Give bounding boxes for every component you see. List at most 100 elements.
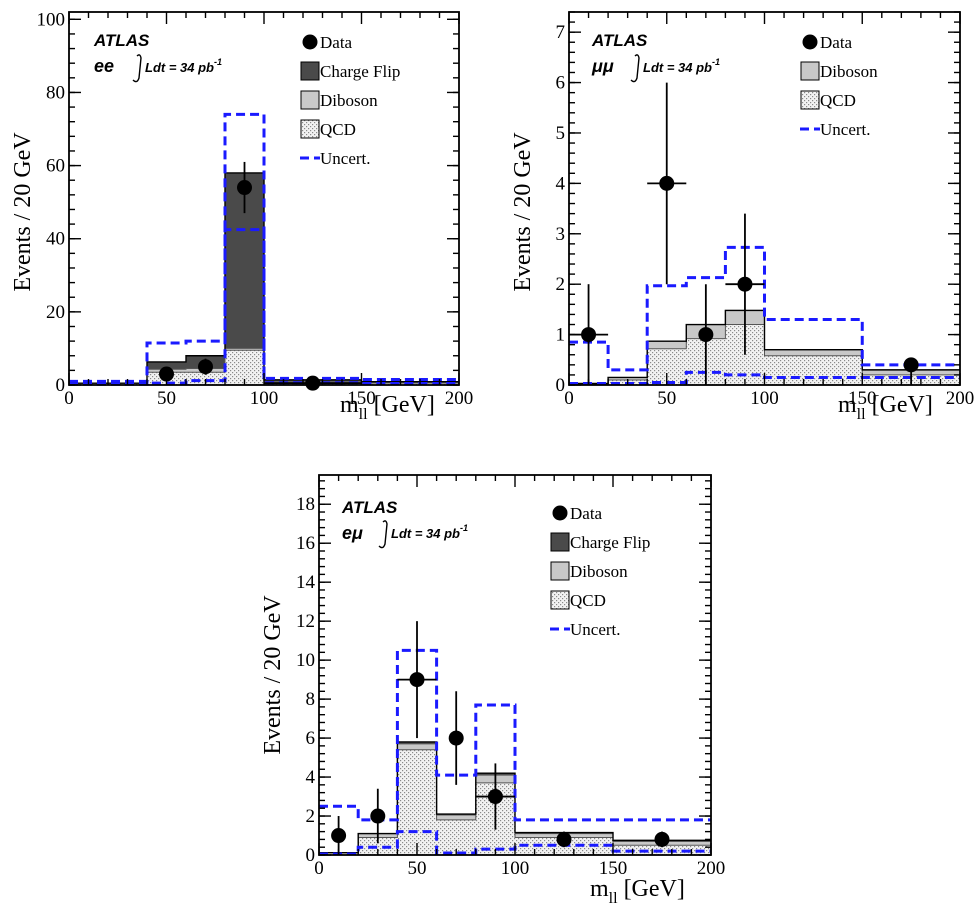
luminosity-label-ee: Ldt = 34 pb-1 [132,54,222,83]
y-tick-label: 8 [306,689,316,710]
x-tick-label: 50 [657,388,676,409]
x-tick-label: 150 [599,858,628,879]
uncert-up-line [569,245,960,372]
x-axis-label-ee: mll [GeV] [340,392,435,423]
uncert-down-line [319,830,711,856]
diboson-bar [647,341,687,349]
data-point [448,691,464,785]
legend-entry-data: Data [302,33,353,52]
legend-label-qcd: QCD [320,120,356,139]
y-tick-label: 16 [296,533,315,554]
legend-entry-uncert: Uncert. [800,120,871,139]
legend-label-diboson: Diboson [320,91,378,110]
data-point [725,213,765,355]
x-tick-label: 0 [64,388,74,409]
chargeflip-bar [397,741,437,744]
y-tick-label: 80 [46,82,65,103]
channel-label-ee: ee [94,56,114,76]
legend-label-qcd: QCD [820,91,856,110]
legend-label-data: Data [820,33,853,52]
x-axis-label-mumu: mll [GeV] [838,392,933,423]
total-outline [319,741,711,854]
diboson-bar [608,377,648,380]
x-tick-label: 150 [347,388,376,409]
y-tick-label: 4 [306,767,316,788]
qcd-bar [358,837,398,855]
atlas-label-ee: ATLAS [93,31,150,50]
legend-label-qcd: QCD [570,591,606,610]
x-axis-label-emu: mll [GeV] [590,876,685,907]
x-tick-label: 0 [564,388,574,409]
y-tick-label: 7 [556,22,566,43]
y-tick-label: 40 [46,229,65,250]
panel-mumu: 0 50 100 150 200 0 1 2 3 4 5 6 7 Events / 20 GeV mll… [510,11,974,423]
y-tick-label: 12 [296,611,315,632]
data-point [569,284,609,385]
plot-area-ee: 0 50 100 150 200 0 20 40 60 80 100 [37,9,474,409]
legend-entry-data: Data [552,504,603,523]
legend-entry-uncert: Uncert. [300,149,371,168]
data-point [903,357,919,385]
svg-text:Ldt = 34 pb-1: Ldt = 34 pb-1 [145,57,222,75]
luminosity-label-emu: Ldt = 34 pb-1 [378,520,468,549]
uncert-up-line [319,648,711,822]
qcd-outline [319,749,711,854]
panel-emu: 0 50 100 150 200 0 2 4 6 8 10 12 14 16 18 Events / 20 … [260,474,725,907]
x-tick-label: 150 [848,388,877,409]
legend-label-uncert: Uncert. [320,149,371,168]
legend-label-uncert: Uncert. [570,620,621,639]
plot-area-emu: 0 50 100 150 200 0 2 4 6 8 10 12 14 16 18 [296,474,725,879]
legend-entry-data: Data [802,33,853,52]
data-point [237,161,252,214]
svg-text:Ldt = 34 pb-1: Ldt = 34 pb-1 [391,523,468,541]
data-point [475,763,515,830]
legend-entry-qcd: QCD [550,590,606,610]
legend-entry-diboson: Diboson [550,561,628,581]
channel-label-emu: eμ [342,523,363,543]
x-tick-label: 100 [250,388,279,409]
y-axis-label-ee: Events / 20 GeV [10,132,36,292]
y-tick-label: 6 [306,728,316,749]
legend-ee: Data Charge Flip Diboson QCD Uncert. [300,33,400,168]
legend-mumu: Data Diboson QCD Uncert. [800,33,878,139]
legend-entry-qcd: QCD [800,90,856,110]
diboson-bar [225,348,264,351]
diboson-bar [397,743,437,750]
panel-ee: 0 50 100 150 200 0 20 40 60 80 100 Events / 20 GeV… [10,9,473,423]
qcd-bar [764,355,863,385]
legend-label-diboson: Diboson [820,62,878,81]
diboson-bar [436,815,476,820]
data-point [647,82,687,285]
legend-label-diboson: Diboson [570,562,628,581]
legend-entry-qcd: QCD [300,119,356,139]
data-point [198,358,213,375]
legend-entry-diboson: Diboson [800,61,878,81]
data-point [556,831,572,848]
x-tick-label: 200 [445,388,474,409]
plot-area-mumu: 0 50 100 150 200 0 1 2 3 4 5 6 7 [556,11,974,409]
channel-label-mumu: μμ [591,56,614,76]
y-tick-label: 6 [556,73,566,94]
data-point [331,816,347,855]
x-tick-label: 50 [157,388,176,409]
y-tick-label: 0 [306,845,316,866]
qcd-bar [397,749,437,855]
y-tick-label: 5 [556,123,566,144]
legend-label-uncert: Uncert. [820,120,871,139]
atlas-label-emu: ATLAS [341,498,398,517]
data-point [370,788,386,844]
y-tick-label: 0 [56,375,66,396]
data-point [397,621,437,739]
y-tick-label: 18 [296,494,315,515]
legend-entry-diboson: Diboson [300,90,378,110]
legend-label-chargeflip: Charge Flip [570,533,650,552]
y-tick-label: 0 [556,375,566,396]
legend-entry-uncert: Uncert. [550,620,621,639]
legend-emu: Data Charge Flip Diboson QCD Uncert. [550,504,650,639]
legend-label-chargeflip: Charge Flip [320,62,400,81]
legend-entry-chargeflip: Charge Flip [300,61,400,81]
legend-entry-chargeflip: Charge Flip [550,532,650,552]
data-point [264,375,362,391]
y-tick-label: 14 [296,572,316,593]
luminosity-label-mumu: Ldt = 34 pb-1 [630,54,720,83]
